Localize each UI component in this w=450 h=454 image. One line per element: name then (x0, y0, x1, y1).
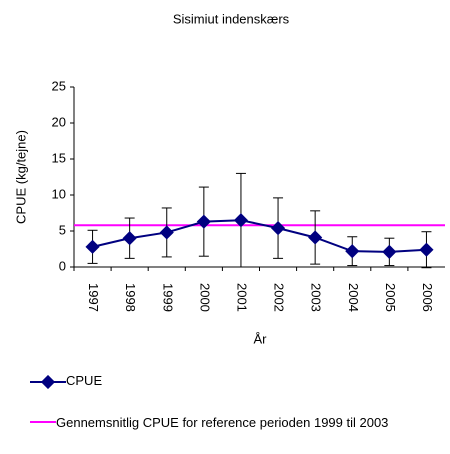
x-axis-label: År (254, 331, 268, 346)
legend-cpue: CPUE (30, 373, 102, 389)
x-tick-label: 2005 (383, 283, 398, 312)
point-marker (196, 214, 211, 229)
x-tick-label: 2003 (309, 283, 324, 312)
point-marker (270, 221, 286, 236)
chart-title: Sisimiut indenskærs (173, 11, 290, 26)
x-tick-label: 2000 (197, 283, 212, 312)
x-tick-label: 1999 (160, 283, 175, 312)
y-tick-label: 25 (52, 78, 66, 93)
x-tick-label: 2004 (346, 283, 361, 312)
series-line (92, 219, 427, 253)
point-marker (345, 244, 360, 259)
point-marker (419, 242, 434, 257)
x-tick-label: 2006 (420, 283, 435, 312)
legend-label: Gennemsnitlig CPUE for reference periode… (56, 415, 389, 430)
y-tick-label: 10 (52, 186, 66, 201)
y-tick-label: 5 (59, 222, 66, 237)
x-tick-label: 2002 (272, 283, 287, 312)
point-marker (382, 244, 397, 259)
legend-swatch (30, 374, 66, 389)
legend-label: CPUE (66, 373, 103, 388)
y-tick-label: 0 (59, 258, 66, 273)
x-tick-label: 1997 (86, 283, 101, 312)
y-tick-label: 15 (52, 150, 66, 165)
y-tick-label: 20 (52, 114, 66, 129)
x-tick-label: 2001 (235, 283, 250, 312)
legend-reference: Gennemsnitlig CPUE for reference periode… (30, 415, 450, 430)
point-marker (308, 230, 323, 245)
point-marker (122, 231, 137, 246)
point-marker (159, 225, 174, 240)
x-tick-label: 1998 (123, 283, 138, 312)
legend-swatch (30, 421, 56, 423)
point-marker (85, 239, 100, 254)
y-axis-label: CPUE (kg/tejne) (13, 130, 28, 224)
point-marker (233, 213, 249, 228)
